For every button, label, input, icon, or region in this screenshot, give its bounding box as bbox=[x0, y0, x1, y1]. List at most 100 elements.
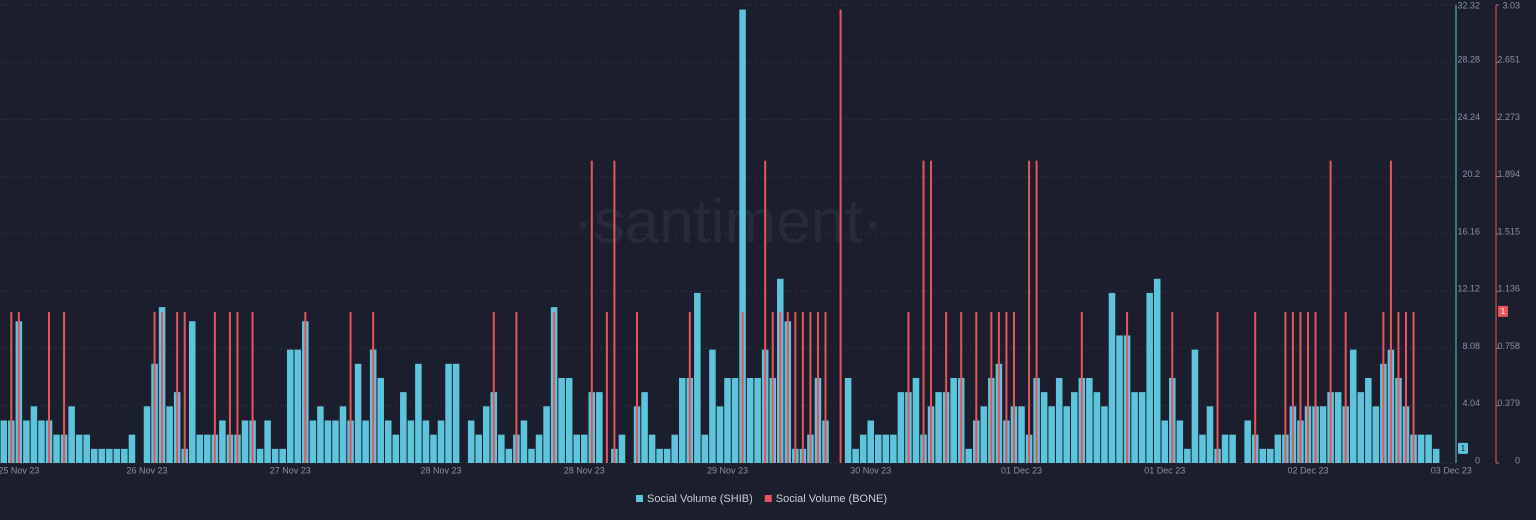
bar bbox=[53, 434, 60, 463]
bar bbox=[188, 321, 196, 463]
bar bbox=[1055, 377, 1063, 463]
bar bbox=[121, 448, 128, 463]
bar bbox=[824, 311, 827, 463]
bar bbox=[801, 311, 804, 463]
bar bbox=[1206, 406, 1214, 463]
bar bbox=[754, 377, 761, 463]
x-tick-label: 30 Nov 23 bbox=[850, 465, 891, 475]
bar bbox=[746, 377, 754, 463]
bar bbox=[656, 448, 663, 463]
bar bbox=[867, 420, 875, 463]
bar bbox=[452, 363, 460, 463]
bar bbox=[648, 434, 656, 463]
bar bbox=[764, 160, 767, 464]
bar bbox=[213, 311, 216, 463]
bar bbox=[794, 311, 797, 463]
bar bbox=[90, 448, 98, 463]
bar bbox=[294, 349, 302, 463]
bar bbox=[143, 406, 151, 463]
bar bbox=[196, 434, 204, 463]
bar bbox=[400, 392, 407, 463]
bar bbox=[965, 448, 973, 463]
bar bbox=[1146, 292, 1153, 463]
bar bbox=[354, 363, 362, 463]
bar bbox=[897, 392, 905, 463]
x-tick-label: 26 Nov 23 bbox=[126, 465, 167, 475]
bar bbox=[422, 420, 430, 463]
bar bbox=[430, 434, 437, 463]
bar bbox=[1138, 392, 1146, 463]
bar bbox=[890, 434, 897, 463]
y2-tick-label: 0.379 bbox=[1497, 398, 1520, 408]
bar bbox=[1389, 160, 1392, 464]
bar bbox=[372, 311, 375, 463]
y-tick-label: 32.32 bbox=[1457, 0, 1480, 10]
bar bbox=[38, 420, 45, 463]
bar bbox=[907, 311, 910, 463]
bar bbox=[75, 434, 83, 463]
bar bbox=[558, 377, 565, 463]
bar bbox=[228, 311, 231, 463]
y2-tick-label: 0.758 bbox=[1497, 341, 1520, 351]
bar bbox=[349, 311, 352, 463]
bar bbox=[844, 377, 852, 463]
bar bbox=[1284, 311, 1287, 463]
bar bbox=[48, 311, 51, 463]
bar bbox=[1306, 311, 1309, 463]
bar bbox=[407, 420, 415, 463]
bar bbox=[1349, 349, 1357, 463]
bar bbox=[771, 311, 774, 463]
legend-label: Social Volume (SHIB) bbox=[647, 493, 753, 505]
bar bbox=[445, 363, 452, 463]
bar bbox=[377, 377, 384, 463]
bar bbox=[1131, 392, 1138, 463]
bar bbox=[590, 160, 593, 464]
bar bbox=[17, 311, 20, 463]
bar bbox=[475, 434, 482, 463]
y-tick-label: 12.12 bbox=[1457, 284, 1480, 294]
y-tick-label: 16.16 bbox=[1457, 226, 1480, 236]
bar bbox=[1176, 420, 1184, 463]
x-tick-label: 03 Dec 23 bbox=[1431, 465, 1472, 475]
bar bbox=[960, 311, 963, 463]
bar bbox=[256, 448, 264, 463]
bar bbox=[1299, 311, 1302, 463]
bar bbox=[709, 349, 716, 463]
bar bbox=[166, 406, 173, 463]
bar bbox=[1229, 434, 1236, 463]
bar bbox=[641, 392, 648, 463]
bar bbox=[332, 420, 339, 463]
bar bbox=[605, 311, 608, 463]
bar bbox=[1397, 311, 1400, 463]
bar bbox=[309, 420, 317, 463]
bar bbox=[492, 311, 495, 463]
bar bbox=[786, 311, 789, 463]
bar bbox=[1005, 311, 1008, 463]
bar bbox=[271, 448, 279, 463]
y-tick-label: 20.2 bbox=[1462, 169, 1480, 179]
bar bbox=[1018, 406, 1025, 463]
value-badge-label: 1 bbox=[1461, 444, 1466, 453]
bar bbox=[1425, 434, 1432, 463]
bar bbox=[1093, 392, 1101, 463]
bar bbox=[1028, 160, 1031, 464]
bar bbox=[1259, 448, 1267, 463]
bar bbox=[1274, 434, 1282, 463]
watermark: ·santiment· bbox=[573, 187, 883, 256]
bar bbox=[1126, 311, 1129, 463]
bar bbox=[1417, 434, 1425, 463]
bar bbox=[688, 311, 691, 463]
y-tick-label: 8.08 bbox=[1462, 341, 1480, 351]
bar bbox=[1382, 311, 1385, 463]
x-tick-label: 02 Dec 23 bbox=[1287, 465, 1328, 475]
y2-tick-label: 2.273 bbox=[1497, 112, 1520, 122]
bar bbox=[694, 292, 701, 463]
bar bbox=[498, 434, 505, 463]
bar bbox=[852, 448, 859, 463]
bar bbox=[279, 448, 286, 463]
bar bbox=[882, 434, 890, 463]
bar bbox=[930, 160, 933, 464]
bar bbox=[975, 311, 978, 463]
bar bbox=[392, 434, 400, 463]
bar bbox=[636, 311, 639, 463]
